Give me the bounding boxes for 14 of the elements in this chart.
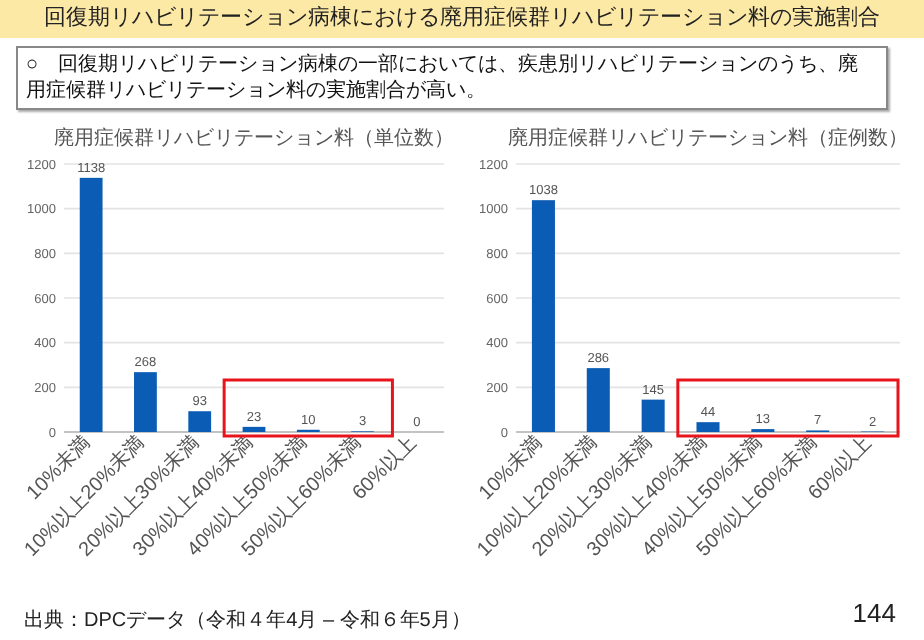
source-note: 出典：DPCデータ（令和４年4月 – 令和６年5月）: [24, 607, 471, 634]
bar: [242, 426, 266, 432]
bar: [641, 399, 665, 432]
chart-title: 廃用症候群リハビリテーション料（単位数）: [54, 126, 454, 150]
bar: [531, 200, 555, 432]
chart-title: 廃用症候群リハビリテーション料（症例数）: [508, 126, 908, 150]
text: 144: [852, 598, 896, 628]
bar: [696, 422, 720, 432]
text: 回復期リハビリテーション病棟における廃用症候群リハビリテーション料の実施割合: [0, 0, 924, 38]
bar: [188, 411, 212, 432]
text: ○ 回復期リハビリテーション病棟の一部においては、疾患別リハビリテーションのうち、廃用症候群リハビリテーション料の実施割合が高い。: [16, 46, 888, 110]
bar: [79, 177, 103, 432]
bar: [134, 372, 157, 432]
bar: [586, 368, 610, 432]
